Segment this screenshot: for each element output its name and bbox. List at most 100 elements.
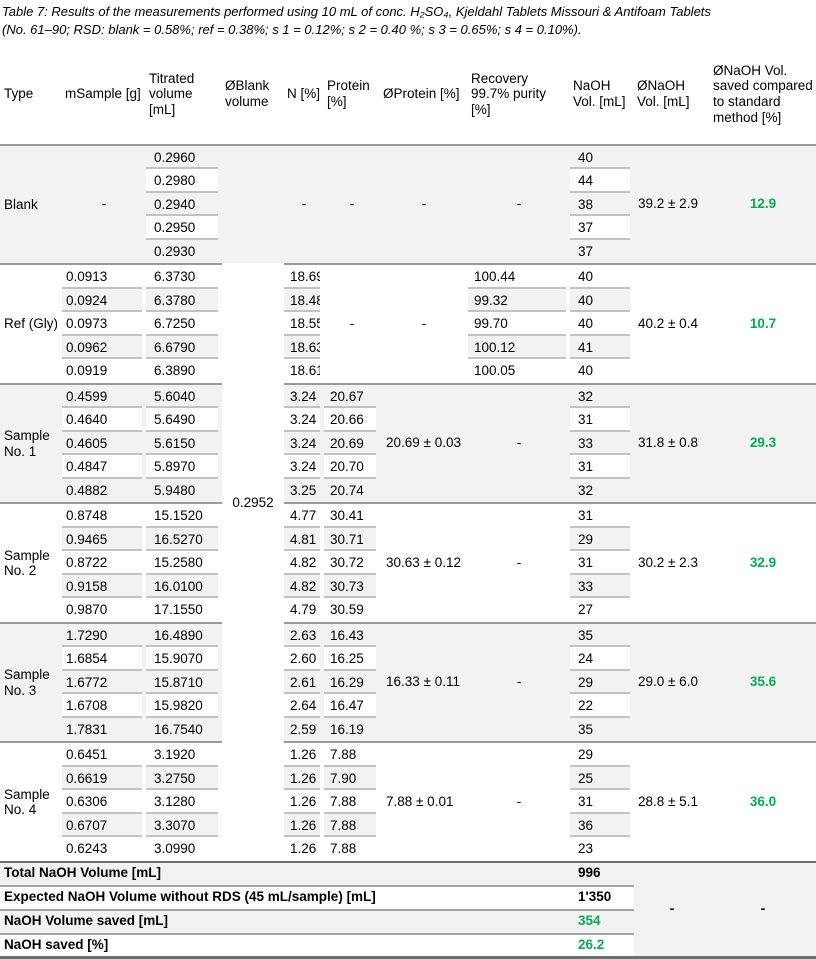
table-cell-n: 4.82 (284, 574, 324, 599)
cell-value: 16.19 (330, 721, 364, 737)
cell-value: 5.8970 (146, 455, 218, 479)
table-row: 0.2950 37 (0, 216, 816, 240)
table-header-row: Type mSample [g] Titrated volume [mL] ØBlan… (0, 45, 816, 145)
table-cell-msample: 0.9158 (62, 574, 146, 599)
cell-value: 16.47 (324, 694, 376, 718)
table-cell-naoh: 33 (570, 574, 634, 599)
table-cell-protein: 20.70 (324, 455, 380, 479)
cell-value: 33 (570, 432, 630, 456)
table-cell-naoh: 33 (570, 431, 634, 456)
table-cell-naoh: 37 (570, 216, 634, 240)
table-cell-recovery: 100.44 (468, 263, 570, 289)
cell-value: 40 (570, 288, 630, 313)
footer-dash: - (760, 901, 766, 917)
table-cell-n: 2.64 (284, 694, 324, 718)
cell-value: 31 (570, 551, 630, 575)
cell-value: 0.9465 (62, 527, 142, 552)
merged-cell-protein: - (324, 143, 380, 265)
table-cell-naoh: 44 (570, 169, 634, 193)
cell-value: 0.0973 (62, 312, 142, 336)
table-cell-recovery: 99.70 (468, 312, 570, 336)
cell-value: 15.9820 (146, 694, 218, 718)
footer-dash: - (669, 901, 675, 917)
table-cell-msample: 0.6619 (62, 766, 146, 791)
cell-value: 2.61 (284, 671, 320, 695)
merged-cell-onaoh: 40.2 ± 0.4 (634, 263, 710, 384)
table-cell-titrated: 5.6040 (146, 382, 222, 409)
column-header-5: N [%] (287, 86, 321, 102)
cell-value: 5.6040 (146, 385, 218, 409)
cell-value: 1.7290 (62, 624, 142, 648)
table-cell-titrated: 17.1550 (146, 598, 222, 623)
footer-label: Total NaOH Volume [mL] (0, 860, 570, 887)
cell-value: 1.26 (284, 790, 320, 814)
table-cell-protein: 7.90 (324, 766, 380, 791)
table-cell-msample: 0.4640 (62, 408, 146, 432)
table-cell-protein: 7.88 (324, 790, 380, 814)
table-cell-msample: 0.0913 (62, 263, 146, 289)
table-cell-msample: 0.9465 (62, 527, 146, 552)
table-cell-n: 2.61 (284, 670, 324, 695)
table-cell-msample: 1.6854 (62, 647, 146, 671)
table-cell-msample: 0.6243 (62, 837, 146, 862)
table-cell-titrated: 16.0100 (146, 574, 222, 599)
merged-cell-saved: 32.9 (710, 502, 816, 623)
cell-value: 23 (578, 841, 594, 857)
cell-value: 37 (578, 243, 594, 259)
table-cell-protein: 30.73 (324, 574, 380, 599)
cell-value: 5.6490 (146, 408, 218, 432)
table-cell-n: 18.69 (284, 263, 324, 289)
merged-cell-onaoh: 31.8 ± 0.8 (634, 382, 710, 504)
cell-value: 0.8722 (62, 551, 142, 575)
cell-value: 1.6772 (62, 671, 142, 695)
table-cell-naoh: 24 (570, 647, 634, 671)
cell-value: 6.3890 (154, 363, 196, 379)
cell-value: 27 (578, 602, 594, 618)
cell-value: 31 (570, 455, 630, 479)
table-cell-n: 1.26 (284, 741, 324, 767)
cell-value: 33 (570, 574, 630, 599)
table-cell-titrated: 15.9070 (146, 647, 222, 671)
cell-value: 4.82 (284, 574, 320, 599)
table-cell-n: 3.24 (284, 431, 324, 456)
cell-value: 7.88 (324, 790, 376, 814)
table-cell-msample: 1.7290 (62, 621, 146, 648)
merged-cell-oprotein: 16.33 ± 0.11 (380, 621, 468, 743)
cell-value: 0.4882 (66, 482, 108, 498)
table-cell-naoh: 36 (570, 813, 634, 838)
column-header-7: ØProtein [%] (383, 86, 460, 102)
table-cell-titrated: 0.2940 (146, 192, 222, 217)
table-cell-protein: 30.72 (324, 551, 380, 575)
cell-value: 0.0924 (62, 288, 142, 313)
footer-row: Expected NaOH Volume without RDS (45 mL/… (0, 885, 816, 911)
table-cell-titrated: 15.9820 (146, 694, 222, 718)
table-cell-msample: 1.6772 (62, 670, 146, 695)
table-cell-titrated: 5.6490 (146, 408, 222, 432)
merged-cell-onaoh: 39.2 ± 2.9 (634, 143, 710, 265)
table-cell-n: 3.24 (284, 408, 324, 432)
cell-value: 3.24 (284, 455, 320, 479)
cell-value: 40 (578, 363, 594, 379)
table-cell-protein: 7.88 (324, 741, 380, 767)
table-cell-naoh: 23 (570, 837, 634, 862)
cell-value: 100.12 (468, 335, 566, 360)
cell-value: 18.69 (284, 265, 320, 289)
table-cell-titrated: 15.2580 (146, 551, 222, 575)
table-cell-titrated: 15.8710 (146, 670, 222, 695)
table-cell-naoh: 31 (570, 551, 634, 575)
footer-value: 996 (570, 860, 634, 887)
cell-value: 25 (570, 766, 630, 791)
merged-cell-recovery: - (468, 143, 570, 265)
cell-value: 17.1550 (154, 602, 203, 618)
merged-cell-oprotein: 20.69 ± 0.03 (380, 382, 468, 504)
table-cell-recovery: 99.32 (468, 288, 570, 313)
table-cell-msample: 0.6707 (62, 813, 146, 838)
table-cell-protein: 30.41 (324, 502, 380, 528)
table-cell-msample: 0.6451 (62, 741, 146, 767)
cell-value: 3.0990 (154, 841, 196, 857)
merged-cell-saved: 36.0 (710, 741, 816, 862)
table-cell-naoh: 31 (570, 790, 634, 814)
cell-value: 40 (570, 312, 630, 336)
table-cell-titrated: 3.1280 (146, 790, 222, 814)
